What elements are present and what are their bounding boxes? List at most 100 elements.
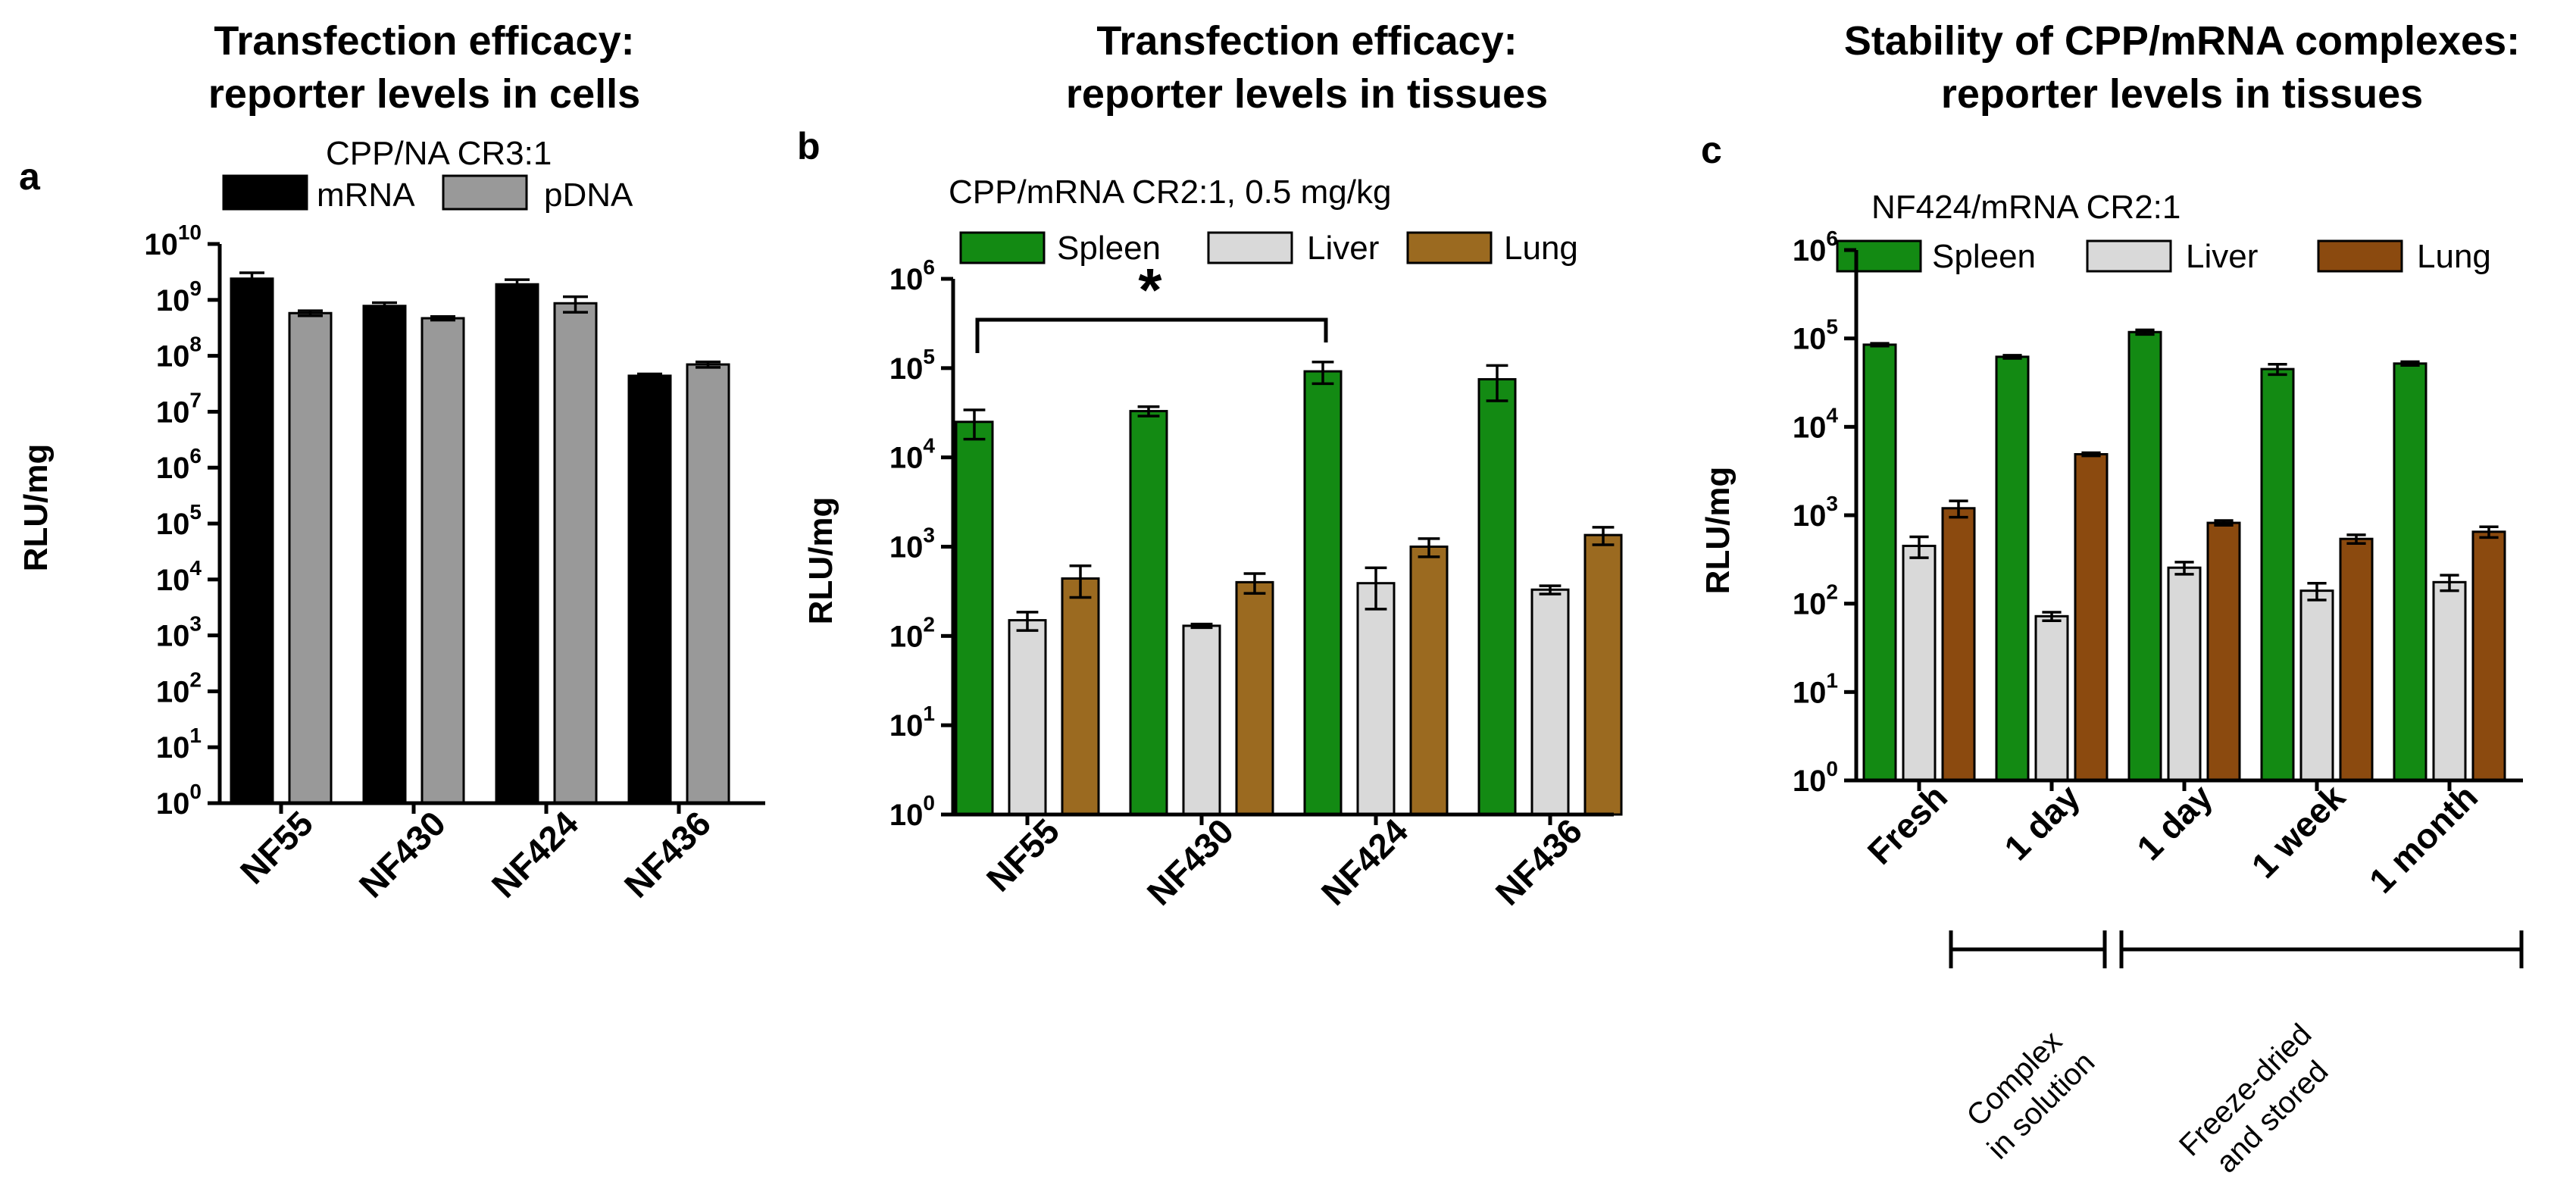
- bar-c-spleen-3: [2127, 330, 2162, 782]
- panel-c-y-ticks: 100 101 102 103 104 105 106: [1793, 227, 1856, 798]
- bar-c-liver-5: [2432, 580, 2467, 782]
- error-bar-b-liver-1: [1016, 611, 1039, 632]
- bar-a-pdna-1: [288, 311, 333, 805]
- panel-c-title-line-2: reporter levels in tissues: [1941, 71, 2423, 117]
- panel-a-axes: [217, 244, 765, 805]
- b-y-tick-label: 101: [889, 702, 935, 743]
- panel-b-significance-bracket: [975, 317, 1328, 353]
- panel-a-legend-label-mrna: mRNA: [317, 177, 415, 214]
- error-bar-a-pdna-3: [563, 295, 588, 314]
- panel-a-category-labels: NF55 NF430 NF424 NF436: [233, 803, 718, 905]
- bar-a-mrna-4: [627, 374, 672, 805]
- a-y-tick-label: 102: [156, 668, 202, 708]
- error-bar-a-pdna-2: [430, 314, 455, 322]
- panel-c-category-labels: Fresh 1 day 1 day 1 week 1 month: [1860, 777, 2485, 901]
- error-bar-a-mrna-4: [637, 372, 662, 380]
- a-y-tick-label: 101: [156, 724, 202, 765]
- error-bar-b-spleen-1: [963, 408, 986, 441]
- b-y-tick-label: 100: [889, 791, 935, 832]
- bar-b-lung-1: [1061, 577, 1100, 816]
- panel-c-legend-title: NF424/mRNA CR2:1: [1871, 189, 2181, 226]
- error-bar-b-lung-3: [1418, 537, 1440, 558]
- error-bar-c-spleen-3: [2135, 328, 2155, 336]
- b-category-label: NF55: [979, 811, 1067, 899]
- error-bar-c-lung-3: [2214, 519, 2234, 527]
- panel-c-group-bracket-solution: [1949, 930, 2107, 968]
- b-category-label: NF430: [1140, 811, 1241, 912]
- panel-a-legend-swatch-mrna: [222, 174, 308, 211]
- panel-a-bars: [230, 271, 730, 814]
- panel-c-legend-label-lung: Lung: [2417, 238, 2491, 275]
- panel-b-legend-item-lung: Lung: [1406, 230, 1578, 267]
- a-y-tick-label: 100: [156, 780, 202, 821]
- c-y-tick-label: 102: [1793, 580, 1838, 621]
- panel-c-title-line-1: Stability of CPP/mRNA complexes:: [1844, 18, 2520, 64]
- c-category-label: Fresh: [1860, 777, 1955, 871]
- bar-a-pdna-4: [686, 363, 730, 805]
- bar-b-spleen-1: [955, 421, 994, 816]
- a-y-tick-label: 109: [156, 277, 202, 317]
- error-bar-c-spleen-4: [2268, 363, 2287, 377]
- panel-a-legend-swatch-pdna: [442, 174, 528, 211]
- error-bar-b-liver-3: [1365, 566, 1387, 611]
- panel-a-legend-title: CPP/NA CR3:1: [326, 135, 552, 172]
- a-y-tick-label: 108: [156, 333, 202, 374]
- panel-b-legend-item-liver: Liver: [1207, 230, 1379, 267]
- panel-a-y-ticks: 100 101 102 103 104 105 106 107 108 109 1010: [144, 220, 220, 821]
- panel-b-title-line-1: Transfection efficacy:: [1096, 18, 1517, 64]
- bar-a-mrna-1: [230, 277, 274, 805]
- error-bar-c-liver-2: [2042, 611, 2062, 623]
- bar-c-lung-1: [1941, 507, 1976, 782]
- error-bar-c-lung-1: [1949, 499, 1968, 519]
- error-bar-c-lung-5: [2479, 525, 2499, 539]
- bar-b-liver-3: [1356, 582, 1396, 816]
- error-bar-b-liver-2: [1190, 622, 1213, 630]
- b-y-tick-label: 105: [889, 345, 935, 386]
- c-category-label: 1 week: [2244, 777, 2353, 886]
- bar-c-lung-3: [2206, 521, 2241, 782]
- panel-c-legend-swatch-liver: [2086, 239, 2172, 273]
- a-y-tick-label: 103: [156, 612, 202, 653]
- bar-c-spleen-4: [2260, 367, 2295, 782]
- panel-c-group-bracket-freeze-dried: [2119, 930, 2524, 968]
- bar-c-lung-4: [2339, 537, 2374, 782]
- panel-b-significance: *: [975, 256, 1328, 353]
- error-bar-c-spleen-5: [2400, 360, 2420, 367]
- c-y-tick-label: 103: [1793, 492, 1838, 533]
- panel-b-category-labels: NF55 NF430 NF424 NF436: [979, 811, 1590, 913]
- bar-c-liver-4: [2299, 589, 2334, 782]
- bar-b-liver-4: [1530, 588, 1570, 816]
- panel-c-legend-label-spleen: Spleen: [1932, 238, 2036, 275]
- error-bar-c-spleen-1: [1870, 342, 1890, 348]
- panel-b-axes: [951, 279, 1614, 817]
- panel-b-title-line-2: reporter levels in tissues: [1066, 71, 1548, 117]
- error-bar-c-liver-4: [2307, 582, 2327, 602]
- panel-c-legend-item-lung: Lung: [2317, 238, 2491, 275]
- bar-c-lung-2: [2074, 452, 2109, 782]
- panel-c-legend-swatch-spleen: [1836, 239, 1922, 273]
- panel-a-y-axis-label: RLU/mg: [17, 444, 55, 572]
- panel-b: Transfection efficacy: reporter levels i…: [797, 18, 1623, 913]
- b-y-tick-label: 102: [889, 612, 935, 653]
- bar-a-pdna-2: [420, 317, 465, 805]
- a-y-tick-label: 105: [156, 500, 202, 541]
- c-y-tick-label: 105: [1793, 315, 1838, 356]
- error-bar-a-pdna-1: [298, 309, 323, 317]
- bar-c-spleen-1: [1862, 343, 1897, 782]
- bar-b-lung-4: [1583, 533, 1623, 816]
- panel-b-significance-star: *: [1138, 256, 1162, 324]
- bar-a-mrna-3: [495, 283, 539, 805]
- bar-c-lung-5: [2471, 530, 2506, 782]
- panel-a: Transfection efficacy: reporter levels i…: [17, 18, 765, 905]
- error-bar-c-liver-5: [2440, 574, 2459, 593]
- panel-a-legend-item-mrna: mRNA: [222, 174, 415, 214]
- panel-b-bars: [955, 361, 1623, 825]
- b-y-tick-label: 104: [889, 434, 936, 475]
- panel-a-title-line-1: Transfection efficacy:: [214, 18, 634, 64]
- error-bar-b-spleen-4: [1486, 364, 1508, 402]
- error-bar-b-lung-2: [1243, 572, 1266, 595]
- panel-b-legend-item-spleen: Spleen: [959, 230, 1161, 267]
- error-bar-a-pdna-4: [696, 360, 721, 369]
- bar-b-spleen-4: [1477, 378, 1517, 816]
- error-bar-a-mrna-2: [372, 301, 397, 311]
